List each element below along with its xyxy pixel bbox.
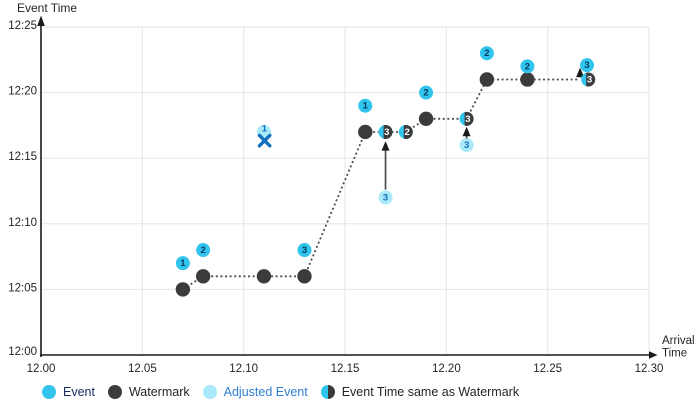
event-label: 2	[484, 48, 489, 59]
watermark-marker	[175, 282, 191, 297]
x-tick-label: 12.10	[229, 363, 258, 375]
watermark-marker	[297, 269, 312, 284]
x-tick-label: 12.00	[27, 363, 56, 375]
adjusted-legend-icon	[202, 385, 217, 399]
same-as-watermark-label: 3	[465, 114, 470, 125]
y-tick-label: 12:05	[8, 282, 37, 294]
event-marker	[479, 46, 494, 61]
legend-label: Event	[63, 385, 95, 399]
y-tick-label: 12:00	[8, 346, 37, 358]
legend-label: Adjusted Event	[223, 385, 308, 399]
same-as-watermark-dark-half	[464, 111, 474, 126]
watermark-dotted-line	[182, 78, 579, 291]
event-marker	[297, 243, 312, 258]
chart-canvas: 12:00 12:05 12:10 12:15 12:20 12:25 12.00 12.05…	[8, 1, 695, 375]
watermark-marker	[256, 269, 272, 284]
adjustment-arrow-head-icon	[576, 67, 585, 78]
adjusted-event-label: 3	[464, 140, 469, 151]
same-as-watermark-label: 3	[384, 127, 389, 138]
legend-item-watermark: Watermark	[107, 385, 190, 399]
event-marker	[196, 243, 211, 258]
event-label: 2	[423, 88, 428, 99]
legend-item-event: Event	[42, 385, 95, 399]
event-label: 1	[363, 101, 369, 112]
event-marker	[520, 59, 535, 74]
legend-item-adjusted: Adjusted Event	[202, 385, 308, 399]
adjusted-event-label: 3	[383, 193, 388, 204]
same-as-watermark-legend-icon	[320, 385, 335, 399]
x-axis-title-line2: Time	[662, 348, 687, 360]
legend-label: Watermark	[128, 385, 190, 399]
y-axis-arrow-icon	[37, 15, 45, 26]
event-marker	[358, 98, 373, 113]
adjusted-event-marker	[459, 138, 474, 153]
event-label: 2	[200, 245, 205, 256]
x-tick-label: 12.30	[635, 363, 664, 375]
y-tick-label: 12:10	[8, 217, 37, 229]
adjusted-event-marker	[378, 190, 393, 205]
x-axis-title-line1: Arrival	[662, 335, 695, 347]
legend-item-same-as-watermark: Event Time same as Watermark	[320, 385, 520, 399]
same-as-watermark-dark-half	[586, 72, 596, 87]
same-as-watermark-dark-half	[403, 124, 413, 139]
adjustment-arrow-head-icon	[462, 126, 471, 137]
event-label: 3	[302, 245, 307, 256]
y-tick-label: 12:25	[8, 20, 37, 32]
y-tick-label: 12:15	[8, 151, 37, 163]
legend: Event Watermark Adjusted Event Event Time s…	[42, 385, 519, 399]
watermark-marker	[479, 72, 495, 87]
y-axis-title: Event Time	[17, 1, 77, 15]
watermark-marker	[418, 111, 434, 127]
dropped-event-x-icon	[257, 133, 272, 148]
y-tick-label: 12:20	[8, 86, 37, 98]
adjustment-arrow-head-icon	[381, 141, 390, 151]
x-axis-arrow-icon	[649, 351, 658, 359]
x-tick-label: 12.05	[128, 363, 157, 375]
event-label: 3	[584, 60, 589, 71]
x-tick-label: 12.20	[432, 363, 461, 375]
event-marker	[175, 256, 190, 271]
event-marker	[580, 58, 594, 73]
watermark-marker	[520, 72, 535, 87]
x-tick-label: 12.15	[331, 363, 360, 375]
event-marker	[419, 85, 434, 100]
watermark-marker	[358, 124, 373, 140]
event-label: 1	[180, 258, 186, 269]
same-as-watermark-dark-half	[383, 124, 393, 139]
event-legend-icon	[42, 385, 56, 399]
same-as-watermark-label: 3	[587, 74, 592, 85]
legend-label: Event Time same as Watermark	[341, 385, 520, 399]
same-as-watermark-label: 2	[404, 127, 409, 138]
event-label: 2	[525, 61, 530, 72]
watermark-legend-icon	[107, 385, 122, 399]
watermark-marker	[195, 269, 211, 284]
dropped-event-label: 1	[262, 124, 268, 135]
x-tick-label: 12.25	[533, 363, 562, 375]
